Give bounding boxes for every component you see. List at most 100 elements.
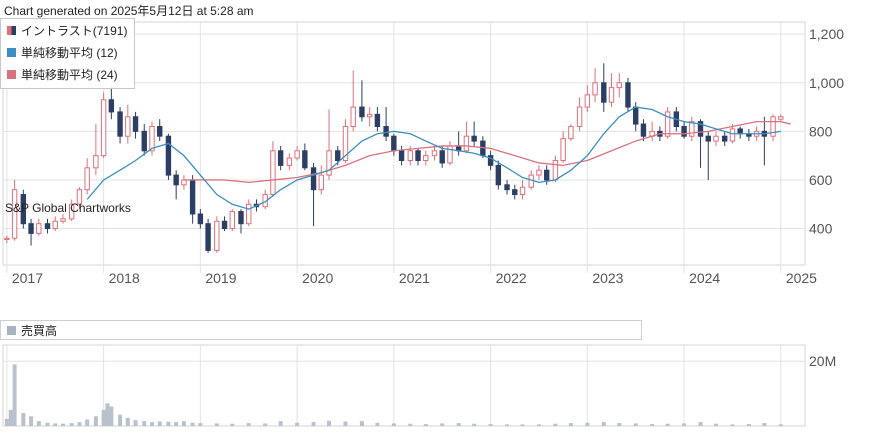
candle-body	[229, 211, 235, 230]
candle-body	[141, 130, 147, 152]
volume-bar	[230, 423, 235, 426]
volume-bar	[77, 422, 82, 426]
volume-legend-label: 売買高	[21, 323, 58, 338]
candle-body	[44, 223, 51, 230]
volume-bar	[440, 423, 445, 426]
candle-body	[318, 174, 324, 191]
candle-body	[431, 150, 438, 157]
candle-body	[576, 106, 583, 127]
candle-body	[616, 82, 622, 89]
candle-body	[93, 155, 99, 169]
x-tick-label: 2018	[109, 270, 140, 286]
volume-bar	[93, 416, 98, 426]
volume-bar	[4, 418, 9, 426]
volume-bar	[118, 414, 123, 426]
candle-body	[664, 111, 671, 137]
volume-bar	[568, 423, 573, 426]
candle-body	[407, 150, 413, 162]
x-tick-label: 2021	[399, 270, 430, 286]
volume-bar	[311, 422, 316, 426]
legend-item-ma24[interactable]: 単純移動平均 (24)	[1, 63, 134, 85]
volume-bar	[101, 409, 106, 426]
volume-bar	[53, 423, 58, 426]
candle-body	[560, 138, 566, 162]
volume-bar	[174, 422, 179, 426]
candle-body	[221, 220, 228, 230]
volume-legend[interactable]: 売買高	[0, 320, 642, 340]
candle-body	[68, 203, 75, 220]
x-tick-label: 2023	[592, 270, 623, 286]
y-tick-label: 1,000	[809, 75, 844, 91]
volume-tick-label: 20M	[809, 353, 836, 369]
candle-body	[11, 189, 18, 239]
candle-body	[722, 135, 728, 142]
candle-body	[149, 125, 155, 152]
candle-body	[568, 125, 574, 140]
volume-bar	[295, 422, 300, 426]
volume-bar	[157, 421, 162, 426]
volume-bar	[21, 413, 26, 426]
candle-body	[713, 135, 719, 142]
volume-bar	[133, 420, 138, 426]
volume-swatch-icon	[7, 325, 16, 335]
candle-body	[608, 87, 615, 103]
candle-body	[117, 111, 123, 137]
volume-bar	[246, 423, 251, 426]
volume-bar	[36, 421, 41, 426]
candle-body	[310, 167, 317, 191]
ma12-line	[86, 106, 781, 210]
volume-bar	[12, 364, 17, 426]
candle-swatch-icon	[7, 25, 16, 35]
candle-body	[471, 135, 477, 142]
volume-bar	[359, 421, 364, 426]
volume-bar	[682, 423, 687, 426]
candle-body	[391, 135, 397, 152]
volume-bar	[650, 424, 655, 426]
candle-body	[359, 106, 365, 118]
candle-body	[189, 179, 196, 215]
candle-body	[214, 220, 220, 251]
candle-body	[108, 99, 115, 113]
candle-body	[374, 113, 381, 127]
ma24-line	[183, 120, 791, 184]
candle-body	[125, 116, 131, 137]
legend-item-price[interactable]: イントラスト(7191)	[1, 19, 134, 41]
ma12-swatch-icon	[7, 47, 16, 57]
volume-bar	[730, 424, 735, 426]
candle-body	[286, 157, 293, 166]
candle-body	[415, 150, 421, 162]
volume-bar	[190, 422, 195, 426]
volume-bar	[553, 423, 558, 426]
volume-bar	[665, 423, 670, 426]
candle-body	[4, 237, 10, 240]
candle-body	[601, 82, 607, 103]
volume-bar	[762, 423, 767, 426]
volume-bar	[423, 424, 428, 426]
candle-body	[447, 145, 453, 164]
candle-body	[197, 213, 204, 225]
candle-body	[778, 116, 784, 120]
candle-body	[697, 121, 704, 137]
candle-body	[52, 220, 58, 230]
legend-item-ma12[interactable]: 単純移動平均 (12)	[1, 41, 134, 63]
legend-label: 単純移動平均 (12)	[21, 45, 118, 60]
x-tick-label: 2020	[302, 270, 333, 286]
volume-bar	[617, 423, 622, 426]
volume-bar	[375, 422, 380, 426]
candle-body	[246, 203, 252, 225]
volume-bar	[633, 423, 638, 426]
volume-bar	[536, 424, 541, 426]
candle-body	[181, 179, 187, 186]
y-tick-label: 1,200	[809, 26, 844, 42]
candle-body	[423, 155, 429, 162]
candle-body	[737, 128, 743, 135]
candle-body	[398, 150, 405, 162]
volume-bar	[746, 424, 751, 426]
candle-body	[584, 94, 591, 108]
candle-body	[84, 167, 90, 191]
candle-body	[366, 113, 373, 118]
candle-body	[543, 169, 550, 181]
legend-label: イントラスト(7191)	[21, 23, 128, 38]
volume-bar	[181, 421, 186, 426]
volume-bar	[198, 423, 203, 426]
